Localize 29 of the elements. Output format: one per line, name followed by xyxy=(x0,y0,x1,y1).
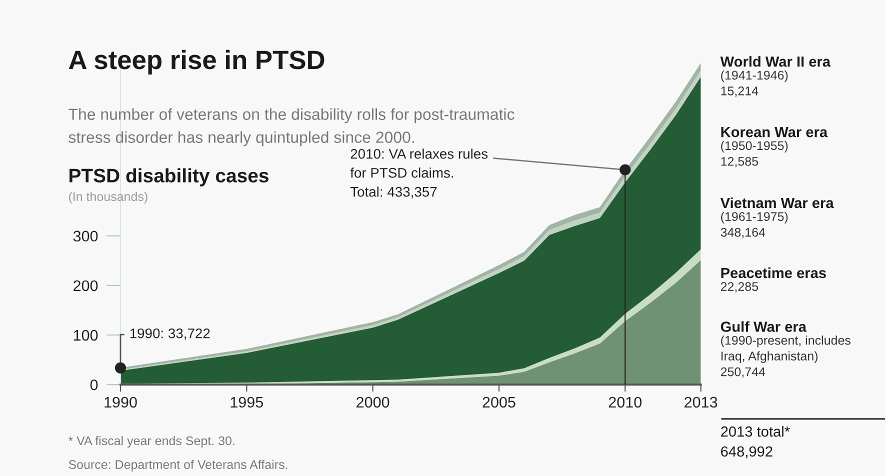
text: The number of veterans on the disability rolls for post-traumatic stress disorder has nearly quintupled since 2000. xyxy=(68,108,514,146)
y-tick-label: 100 xyxy=(74,330,98,341)
y-tick-label: 300 xyxy=(73,230,98,242)
y-tick-label: 200 xyxy=(74,280,98,292)
text: Korean War era xyxy=(721,127,828,138)
y-axis-title: PTSD disability cases xyxy=(70,168,268,186)
annotation: (In thousands) xyxy=(68,192,148,204)
text: (1990-present, includes Iraq, Afghanistan) 250,744 xyxy=(720,336,850,378)
text: (1950-1955) 12,585 xyxy=(721,140,788,168)
x-tick-label: 2013 xyxy=(684,396,718,408)
source-note: Source: Department of Veterans Affairs. xyxy=(68,460,288,472)
x-tick-label: 2010 xyxy=(608,396,642,408)
chart-title: A steep rise in PTSD xyxy=(68,50,324,74)
x-tick-label: 1995 xyxy=(230,396,264,408)
x-tick-label: 2005 xyxy=(482,396,516,408)
text: (1961-1975) 348,164 xyxy=(720,212,788,238)
text: (1941-1946) 15,214 xyxy=(721,70,788,97)
series-label: World War II era xyxy=(720,56,831,67)
series-label: Gulf War era xyxy=(720,321,807,332)
y-tick-label: 0 xyxy=(90,379,98,390)
text: 2013 total* 648,992 xyxy=(721,426,790,458)
x-tick-label: 2000 xyxy=(356,396,390,408)
x-tick-label: 1990 xyxy=(104,396,137,408)
text: 22,285 xyxy=(720,282,758,292)
annotation: 2010: VA relaxes rules for PTSD claims. Total: 433,357 xyxy=(350,148,488,198)
annotation: 1990: 33,722 xyxy=(130,328,210,340)
series-label: Peacetime eras xyxy=(721,267,826,278)
text: * VA fiscal year ends Sept. 30. xyxy=(68,436,234,448)
series-label: Vietnam War era xyxy=(720,197,834,208)
